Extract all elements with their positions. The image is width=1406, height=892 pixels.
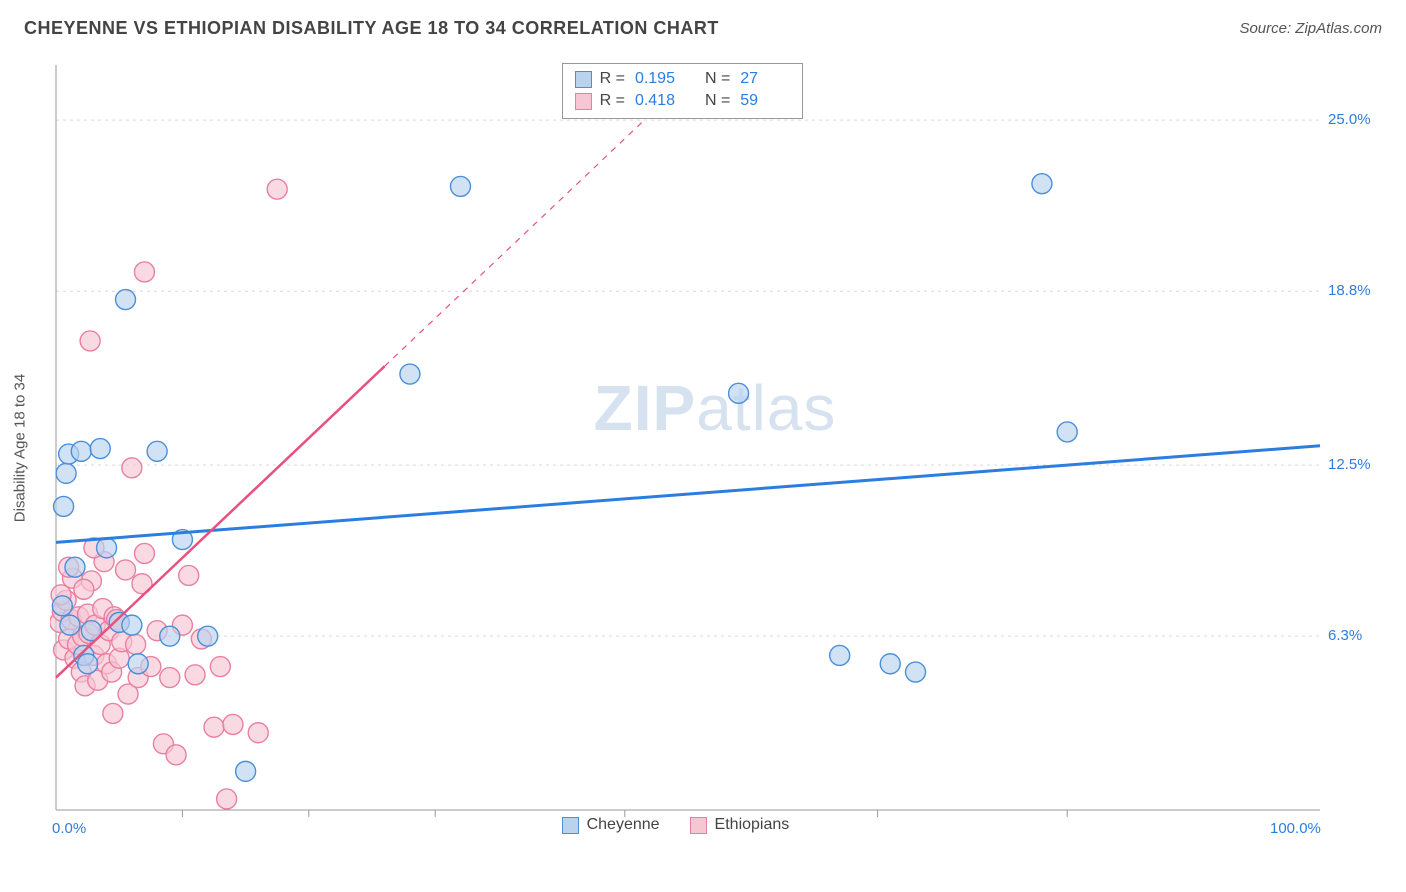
legend-n-value: 59	[740, 92, 790, 110]
source-label: Source: ZipAtlas.com	[1239, 20, 1382, 37]
y-tick-label: 25.0%	[1328, 111, 1371, 128]
legend-r-value: 0.195	[635, 70, 685, 88]
legend-correlation-row: R = 0.195 N = 27	[575, 68, 791, 90]
legend-series-item: Ethiopians	[690, 816, 790, 834]
y-tick-label: 12.5%	[1328, 456, 1371, 473]
scatter-plot	[50, 55, 1380, 840]
y-axis-label: Disability Age 18 to 34	[12, 373, 29, 521]
legend-swatch	[575, 93, 592, 110]
legend-series-item: Cheyenne	[562, 816, 660, 834]
legend-n-label: N =	[705, 92, 730, 110]
legend-series: Cheyenne Ethiopians	[562, 816, 790, 834]
legend-r-value: 0.418	[635, 92, 685, 110]
legend-series-name: Cheyenne	[587, 816, 660, 834]
legend-r-label: R =	[600, 92, 625, 110]
legend-swatch	[562, 817, 579, 834]
legend-n-value: 27	[740, 70, 790, 88]
y-tick-label: 18.8%	[1328, 282, 1371, 299]
x-tick-label: 100.0%	[1270, 820, 1321, 837]
legend-n-label: N =	[705, 70, 730, 88]
chart-title: CHEYENNE VS ETHIOPIAN DISABILITY AGE 18 …	[24, 18, 719, 39]
legend-correlation: R = 0.195 N = 27 R = 0.418 N = 59	[562, 63, 804, 119]
legend-correlation-row: R = 0.418 N = 59	[575, 90, 791, 112]
x-tick-label: 0.0%	[52, 820, 86, 837]
legend-series-name: Ethiopians	[715, 816, 790, 834]
legend-r-label: R =	[600, 70, 625, 88]
legend-swatch	[575, 71, 592, 88]
y-tick-label: 6.3%	[1328, 627, 1362, 644]
legend-swatch	[690, 817, 707, 834]
chart-area: Disability Age 18 to 34 ZIPatlas R =0.19…	[50, 55, 1380, 840]
